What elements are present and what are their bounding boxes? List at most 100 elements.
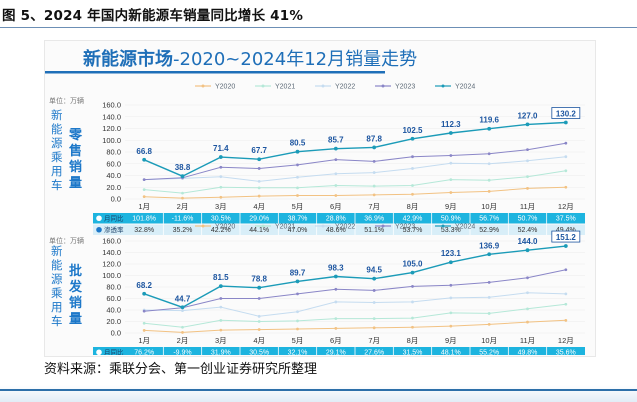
table-cell: 29.0% [249, 216, 269, 223]
legend-marker [261, 224, 265, 228]
side-label-char: 车 [51, 178, 63, 192]
banner-title-main: 新能源市场 [83, 49, 173, 70]
data-point [142, 157, 147, 162]
legend-marker [441, 224, 445, 228]
value-label: 105.0 [402, 260, 423, 269]
data-point [296, 319, 299, 323]
x-tick-label: 12月 [558, 202, 574, 211]
data-point [449, 296, 453, 300]
value-label: 127.0 [517, 111, 538, 120]
side-label-char: 能 [51, 122, 63, 136]
x-tick-label: 10月 [481, 202, 497, 211]
table-cell: 50.9% [441, 216, 461, 223]
legend-label: Y2021 [275, 84, 295, 91]
value-label: 144.0 [517, 237, 538, 246]
data-point [564, 141, 568, 145]
data-point [372, 289, 376, 292]
data-point [296, 310, 299, 314]
side-label-char: 用 [51, 164, 63, 178]
x-tick-label: 3月 [215, 336, 227, 345]
table-cell: 32.8% [134, 227, 154, 234]
data-point [181, 196, 184, 200]
data-point [525, 122, 530, 127]
data-point [525, 248, 530, 253]
value-label: 38.8 [175, 163, 191, 172]
legend-marker [201, 224, 205, 228]
legend-label: Y2023 [395, 84, 415, 91]
legend-marker [441, 84, 445, 88]
value-label-box [551, 107, 581, 119]
data-point [334, 327, 338, 330]
y-tick-label: 140.0 [102, 112, 121, 121]
x-tick-label: 9月 [445, 336, 457, 345]
value-label: 130.2 [556, 110, 577, 119]
x-tick-label: 7月 [368, 336, 380, 345]
value-label: 85.7 [328, 136, 344, 145]
data-point [296, 163, 299, 167]
y-tick-label: 60.0 [106, 159, 121, 168]
value-label: 98.3 [328, 263, 344, 272]
data-point [372, 276, 377, 281]
y-tick-label: 0.0 [111, 195, 121, 204]
data-point [142, 321, 146, 325]
side-label-big-char: 发 [68, 279, 83, 295]
legend-marker [201, 84, 205, 88]
data-point [563, 120, 568, 125]
data-point [334, 172, 338, 176]
table-cell: 30.5% [211, 216, 231, 223]
side-label-big-char: 零 [68, 128, 83, 143]
side-label-big-char: 售 [69, 143, 82, 159]
table-row-2 [93, 224, 585, 235]
data-point [448, 131, 453, 135]
value-label: 44.7 [175, 294, 191, 303]
data-point [411, 325, 414, 329]
table-cell: 42.2% [211, 227, 231, 234]
table-cell: 28.8% [326, 216, 346, 223]
data-point [180, 305, 185, 310]
data-point [296, 327, 299, 331]
legend-label: Y2020 [215, 224, 235, 231]
value-label: 112.3 [441, 120, 461, 129]
table-cell: 35.2% [173, 227, 193, 234]
x-tick-label: 11月 [520, 336, 535, 345]
x-tick-label: 4月 [253, 336, 265, 345]
data-point [142, 188, 146, 191]
data-point [257, 157, 262, 162]
value-label: 123.1 [441, 249, 462, 258]
value-label: 119.6 [479, 116, 499, 125]
data-point [449, 154, 453, 157]
data-point [372, 171, 376, 174]
legend-label: Y2022 [335, 84, 355, 91]
legend-label: Y2021 [275, 224, 295, 231]
x-tick-label: 3月 [215, 202, 227, 211]
data-point [219, 165, 223, 169]
data-point [526, 187, 529, 190]
data-point [564, 318, 568, 322]
series-line-y2020 [144, 186, 566, 199]
source-note: 资料来源：乘联分会、第一创业证券研究所整理 [44, 362, 318, 377]
series-line-y2024 [143, 121, 566, 177]
data-point [295, 279, 300, 284]
series-line-y2023 [144, 142, 566, 181]
side-label-char: 乘 [51, 150, 63, 164]
data-point [257, 186, 261, 190]
series-line-y2024 [143, 245, 566, 309]
banner-title: 新能源市场-2020~2024年12月销量走势 [83, 45, 417, 71]
legend-marker [321, 84, 325, 88]
data-point [142, 195, 146, 199]
series-line-y2022 [144, 292, 566, 317]
y-tick-label: 120.0 [102, 260, 121, 269]
y-tick-label: 40.0 [106, 306, 121, 315]
data-point [296, 194, 299, 197]
banner-underline [45, 71, 385, 74]
side-label-big-char: 批 [69, 263, 82, 279]
data-point [411, 167, 414, 170]
data-point [526, 307, 529, 311]
data-point [564, 155, 568, 159]
table-row-1 [93, 213, 585, 224]
data-point [411, 192, 414, 196]
data-point [295, 149, 300, 154]
data-point [487, 252, 492, 257]
table-cell: 30.5% [249, 350, 269, 355]
side-label-char: 乘 [51, 286, 63, 300]
